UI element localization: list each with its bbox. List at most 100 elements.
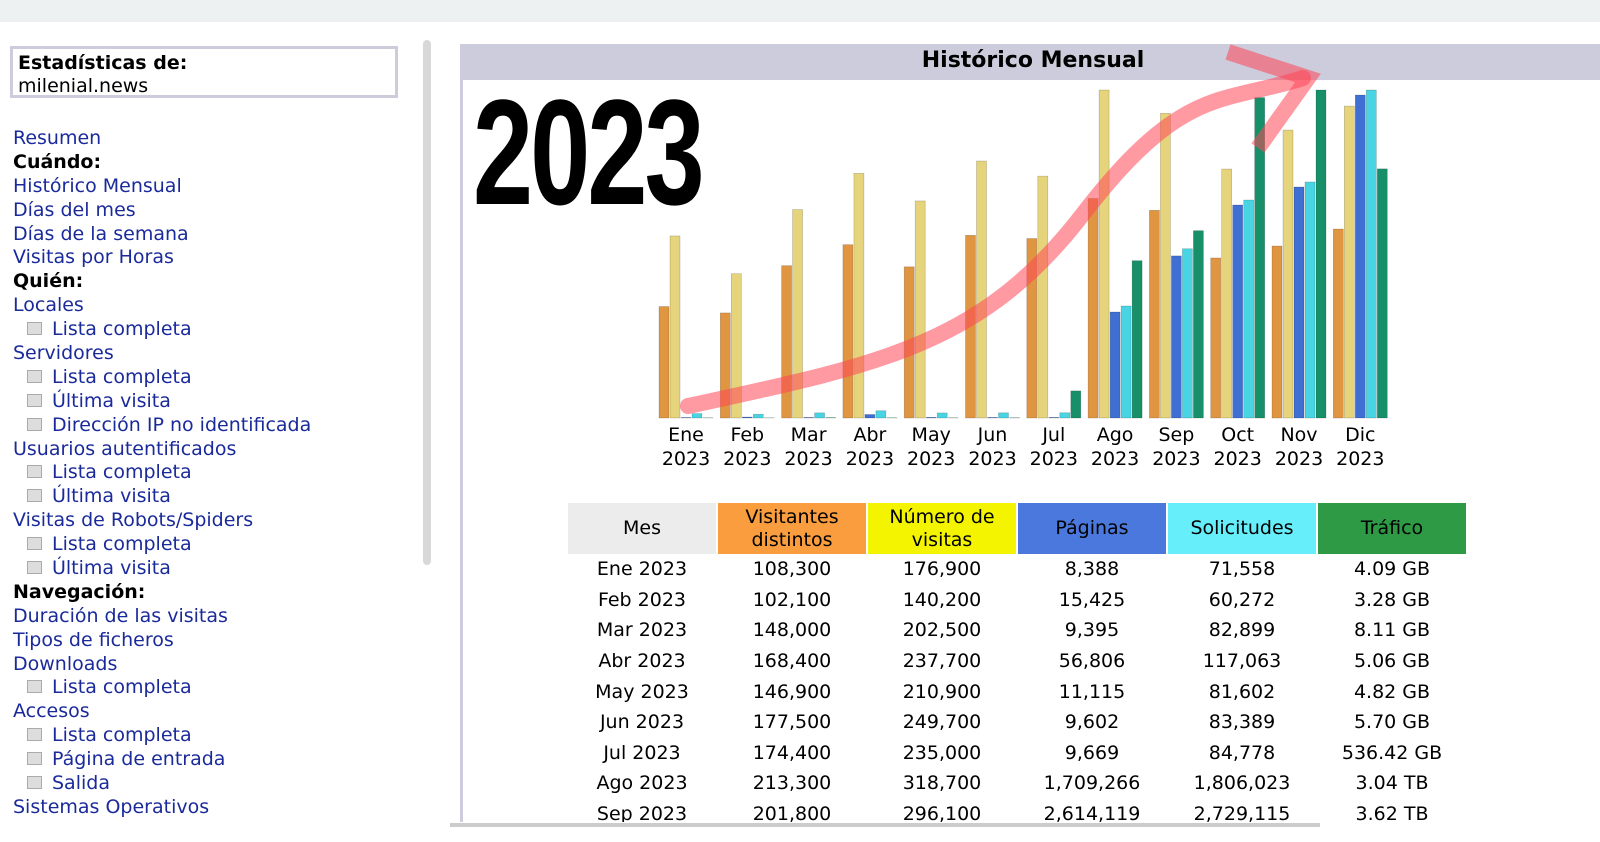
column-header: Mes [568, 503, 716, 554]
bar [658, 306, 670, 419]
menu-text: Servidores [13, 342, 114, 365]
bar [1304, 181, 1316, 419]
value-cell: 296,100 [902, 803, 982, 822]
value-cell: 15,425 [1058, 588, 1126, 611]
value-cell: 536.42 GB [1341, 741, 1443, 764]
bar [1026, 238, 1038, 419]
bar [741, 416, 753, 419]
menu-text: Histórico Mensual [13, 174, 182, 197]
column-header[interactable]: Tráfico [1318, 503, 1466, 554]
value-cell: 237,700 [902, 650, 982, 673]
menu-link[interactable]: Visitas por Horas [13, 246, 413, 270]
site-label: Estadísticas de: [18, 52, 188, 74]
menu-link[interactable]: Locales [13, 294, 413, 318]
x-tick-label: Ene 2023 [661, 424, 711, 470]
value-cell: 176,900 [902, 558, 982, 581]
menu-sub[interactable]: Página de entrada [13, 748, 413, 772]
bar [669, 235, 681, 419]
bar [976, 160, 987, 419]
bar [1193, 230, 1204, 419]
menu-sub[interactable]: Dirección IP no identificada [13, 414, 413, 438]
month-cell: Feb 2023 [597, 588, 687, 611]
menu-link[interactable]: Histórico Mensual [13, 175, 413, 199]
menu-text: Navegación: [13, 580, 146, 603]
menu-text: Visitas de Robots/Spiders [13, 509, 254, 532]
value-cell: 202,500 [902, 619, 982, 642]
scrollbar[interactable] [423, 40, 431, 565]
menu-link[interactable]: Downloads [13, 653, 413, 677]
table-row: May 2023 146,900 210,900 11,115 81,602 4.82 G… [568, 676, 1466, 707]
menu-link[interactable]: Días del mes [13, 199, 413, 223]
value-cell: 81,602 [1208, 680, 1276, 703]
bar [752, 413, 764, 419]
menu-text: Resumen [13, 127, 102, 149]
menu-sub[interactable]: Lista completa [13, 533, 413, 557]
menu-link[interactable]: Accesos [13, 700, 413, 724]
column-header[interactable]: Solicitudes [1168, 503, 1316, 554]
menu-sub[interactable]: Lista completa [13, 724, 413, 748]
bar [864, 414, 876, 419]
menu-link[interactable]: Usuarios autentificados [13, 438, 413, 462]
bar [691, 413, 703, 419]
month-cell: Sep 2023 [596, 803, 688, 822]
bar [719, 312, 731, 419]
main-panel: Histórico Mensual 2023 Mes Visitantes dis… [460, 44, 1600, 822]
value-cell: 140,200 [902, 588, 982, 611]
value-cell: 3.62 TB [1355, 803, 1429, 822]
bar [1182, 248, 1193, 419]
bar [1293, 186, 1305, 419]
chart [658, 89, 1388, 419]
value-cell: 8.11 GB [1353, 619, 1431, 642]
menu-text: Locales [13, 294, 84, 317]
menu-sub[interactable]: Lista completa [13, 366, 413, 390]
bar [792, 209, 803, 419]
site-box: Estadísticas de: milenial.news [10, 46, 398, 98]
bar [875, 410, 887, 419]
h-scrollbar[interactable] [450, 823, 1320, 827]
menu-sub[interactable]: Lista completa [13, 318, 413, 342]
bar [1271, 245, 1283, 419]
menu-icon [27, 369, 42, 383]
value-cell: 235,000 [902, 741, 982, 764]
menu-sub[interactable]: Última visita [13, 557, 413, 581]
menu-sub[interactable]: Salida [13, 772, 413, 796]
menu-link[interactable]: Días de la semana [13, 223, 413, 247]
menu-sub[interactable]: Última visita [13, 390, 413, 414]
menu-link[interactable]: Duración de las visitas [13, 605, 413, 629]
column-header[interactable]: Páginas [1018, 503, 1166, 554]
bar [936, 412, 948, 419]
value-cell: 249,700 [902, 711, 982, 734]
value-cell: 1,806,023 [1193, 772, 1291, 795]
bar [803, 417, 814, 419]
menu-link[interactable]: Resumen [13, 127, 413, 151]
menu-link[interactable]: Tipos de ficheros [13, 629, 413, 653]
x-tick-label: Jun 2023 [968, 424, 1017, 470]
column-header[interactable]: Número de visitas [868, 503, 1016, 554]
bar [842, 244, 854, 419]
menu-sub[interactable]: Lista completa [13, 676, 413, 700]
menu-link[interactable]: Sistemas Operativos [13, 796, 413, 820]
menu-link[interactable]: Visitas de Robots/Spiders [13, 509, 413, 533]
column-header[interactable]: Visitantes distintos [718, 503, 866, 554]
bar [1037, 175, 1049, 419]
menu-link[interactable]: Servidores [13, 342, 413, 366]
menu-sub[interactable]: Última visita [13, 485, 413, 509]
menu-sub[interactable]: Lista completa [13, 461, 413, 485]
menu-icon [27, 680, 42, 694]
arrow-overlay [680, 44, 1321, 414]
menu-text: Lista completa [52, 533, 192, 556]
value-cell: 9,395 [1064, 619, 1120, 642]
x-tick-label: Nov 2023 [1274, 424, 1324, 470]
table-row: Ene 2023 108,300 176,900 8,388 71,558 4.09 GB [568, 554, 1466, 585]
bar [914, 200, 926, 419]
menu-heading: Quién: [13, 270, 413, 294]
bar [781, 265, 792, 419]
value-cell: 4.09 GB [1353, 558, 1431, 581]
value-cell: 3.04 TB [1355, 772, 1429, 795]
menu-text: Visitas por Horas [13, 246, 174, 269]
value-cell: 5.70 GB [1353, 711, 1431, 734]
month-cell: Mar 2023 [596, 619, 688, 642]
bar [1070, 390, 1082, 419]
menu-text: Usuarios autentificados [13, 437, 237, 460]
